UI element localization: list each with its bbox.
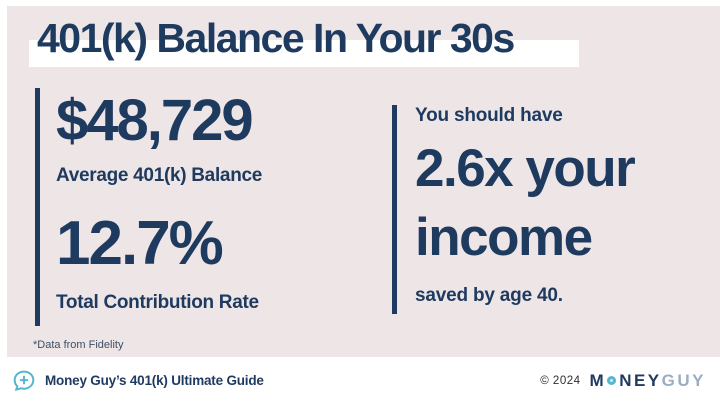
chat-bubble-plus-icon: [12, 369, 36, 393]
average-balance-label: Average 401(k) Balance: [56, 165, 263, 186]
footer-brand: © 2024 M NEY GUY: [540, 371, 706, 391]
income-multiple-caption: saved by age 40.: [415, 284, 563, 306]
right-stat-column: You should have 2.6x your income saved b…: [392, 105, 692, 314]
page-title: 401(k) Balance In Your 30s: [37, 15, 515, 61]
infographic-card: 401(k) Balance In Your 30s $48,729 Avera…: [7, 6, 720, 357]
contribution-rate-value: 12.7%: [56, 209, 224, 278]
income-multiple-intro: You should have: [415, 105, 563, 126]
logo-prefix: M: [589, 370, 607, 390]
copyright-text: © 2024: [540, 374, 581, 387]
moneyguy-logo: M NEY GUY: [590, 371, 706, 391]
title-highlight-band: [29, 40, 579, 67]
contribution-rate-label: Total Contribution Rate: [56, 292, 259, 313]
logo-middle: NEY: [619, 370, 662, 390]
footer-guide: Money Guy’s 401(k) Ultimate Guide: [12, 369, 264, 393]
guide-label: Money Guy’s 401(k) Ultimate Guide: [45, 373, 264, 388]
data-source-footnote: *Data from Fidelity: [33, 339, 124, 351]
average-balance-value: $48,729: [56, 88, 254, 153]
left-stats-column: $48,729 Average 401(k) Balance 12.7% Tot…: [35, 88, 375, 326]
logo-suffix: GUY: [661, 370, 706, 390]
income-multiple-value: 2.6x your income: [415, 139, 636, 267]
footer-bar: Money Guy’s 401(k) Ultimate Guide © 2024…: [0, 357, 720, 404]
coin-ring-icon: [607, 376, 617, 385]
